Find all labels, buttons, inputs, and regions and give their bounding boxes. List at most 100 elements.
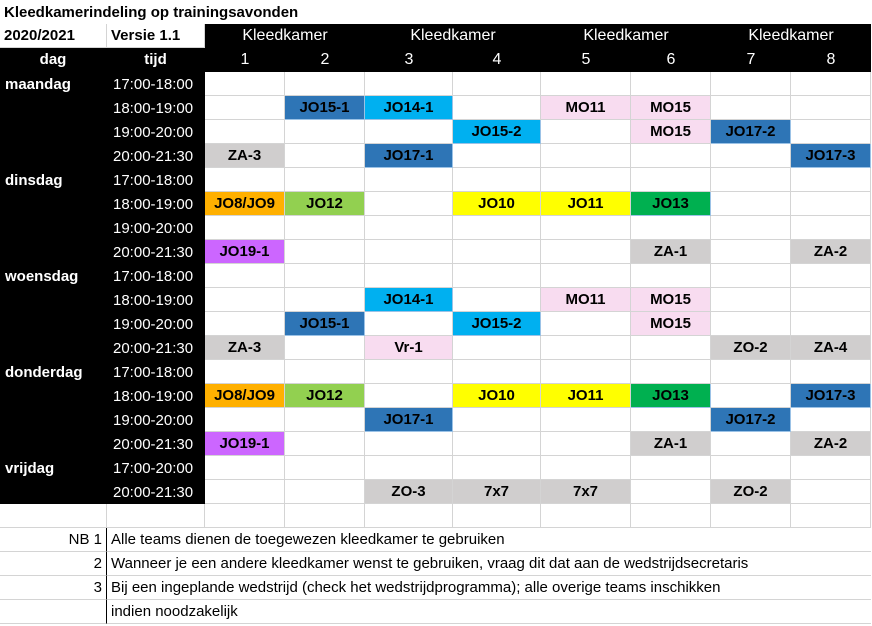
schedule-cell[interactable] (205, 72, 285, 96)
schedule-cell[interactable] (205, 216, 285, 240)
schedule-cell[interactable]: ZA-4 (791, 336, 871, 360)
schedule-cell[interactable] (453, 432, 541, 456)
schedule-cell[interactable] (285, 288, 365, 312)
schedule-cell[interactable] (285, 240, 365, 264)
schedule-cell[interactable]: ZA-3 (205, 144, 285, 168)
schedule-cell[interactable]: ZO-2 (711, 480, 791, 504)
schedule-cell[interactable] (205, 312, 285, 336)
season-cell[interactable]: 2020/2021 (0, 24, 107, 48)
schedule-cell[interactable] (365, 192, 453, 216)
schedule-cell[interactable]: ZO-3 (365, 480, 453, 504)
schedule-cell[interactable] (791, 264, 871, 288)
schedule-cell[interactable] (541, 72, 631, 96)
schedule-cell[interactable]: JO11 (541, 192, 631, 216)
schedule-cell[interactable] (453, 408, 541, 432)
schedule-cell[interactable] (711, 192, 791, 216)
schedule-cell[interactable]: JO19-1 (205, 240, 285, 264)
schedule-cell[interactable] (285, 336, 365, 360)
schedule-cell[interactable] (365, 240, 453, 264)
schedule-cell[interactable]: ZA-2 (791, 240, 871, 264)
schedule-cell[interactable]: JO14-1 (365, 288, 453, 312)
schedule-cell[interactable] (205, 120, 285, 144)
schedule-cell[interactable] (791, 288, 871, 312)
schedule-cell[interactable] (205, 480, 285, 504)
empty-cell[interactable] (541, 504, 631, 528)
schedule-cell[interactable] (791, 360, 871, 384)
schedule-cell[interactable] (365, 216, 453, 240)
schedule-cell[interactable] (631, 336, 711, 360)
schedule-cell[interactable] (285, 432, 365, 456)
schedule-cell[interactable] (711, 216, 791, 240)
schedule-cell[interactable] (791, 408, 871, 432)
schedule-cell[interactable] (791, 480, 871, 504)
schedule-cell[interactable]: MO11 (541, 96, 631, 120)
version-cell[interactable]: Versie 1.1 (107, 24, 205, 48)
schedule-cell[interactable] (365, 312, 453, 336)
schedule-cell[interactable]: MO15 (631, 312, 711, 336)
schedule-cell[interactable] (541, 360, 631, 384)
schedule-cell[interactable] (205, 408, 285, 432)
schedule-cell[interactable] (365, 432, 453, 456)
schedule-cell[interactable] (791, 456, 871, 480)
schedule-cell[interactable]: JO17-2 (711, 408, 791, 432)
schedule-cell[interactable] (791, 168, 871, 192)
schedule-cell[interactable] (791, 96, 871, 120)
schedule-cell[interactable] (365, 168, 453, 192)
schedule-cell[interactable] (791, 120, 871, 144)
schedule-cell[interactable] (711, 456, 791, 480)
schedule-cell[interactable] (541, 240, 631, 264)
schedule-cell[interactable] (791, 72, 871, 96)
schedule-cell[interactable] (365, 72, 453, 96)
schedule-cell[interactable] (711, 432, 791, 456)
schedule-cell[interactable]: Vr-1 (365, 336, 453, 360)
schedule-cell[interactable] (365, 360, 453, 384)
schedule-cell[interactable]: JO15-2 (453, 312, 541, 336)
schedule-cell[interactable]: JO12 (285, 192, 365, 216)
schedule-cell[interactable] (205, 288, 285, 312)
schedule-cell[interactable] (365, 264, 453, 288)
schedule-cell[interactable] (285, 168, 365, 192)
schedule-cell[interactable] (631, 360, 711, 384)
schedule-cell[interactable] (205, 360, 285, 384)
schedule-cell[interactable]: ZO-2 (711, 336, 791, 360)
schedule-cell[interactable] (711, 72, 791, 96)
schedule-cell[interactable] (541, 168, 631, 192)
empty-cell[interactable] (365, 504, 453, 528)
schedule-cell[interactable] (631, 456, 711, 480)
schedule-cell[interactable]: JO15-1 (285, 312, 365, 336)
schedule-cell[interactable] (205, 264, 285, 288)
schedule-cell[interactable] (453, 216, 541, 240)
schedule-cell[interactable]: JO17-2 (711, 120, 791, 144)
schedule-cell[interactable]: MO15 (631, 120, 711, 144)
empty-cell[interactable] (107, 504, 205, 528)
schedule-cell[interactable] (711, 240, 791, 264)
schedule-cell[interactable] (453, 456, 541, 480)
schedule-cell[interactable]: JO17-1 (365, 408, 453, 432)
schedule-cell[interactable]: JO11 (541, 384, 631, 408)
schedule-cell[interactable] (711, 288, 791, 312)
schedule-cell[interactable] (631, 216, 711, 240)
schedule-cell[interactable]: 7x7 (541, 480, 631, 504)
schedule-cell[interactable] (631, 480, 711, 504)
empty-cell[interactable] (711, 504, 791, 528)
schedule-cell[interactable]: MO15 (631, 288, 711, 312)
schedule-cell[interactable] (205, 96, 285, 120)
schedule-cell[interactable]: JO17-3 (791, 144, 871, 168)
schedule-cell[interactable] (285, 456, 365, 480)
schedule-cell[interactable] (711, 168, 791, 192)
schedule-cell[interactable]: JO17-3 (791, 384, 871, 408)
schedule-cell[interactable] (453, 264, 541, 288)
schedule-cell[interactable] (285, 264, 365, 288)
schedule-cell[interactable] (631, 408, 711, 432)
schedule-cell[interactable]: JO8/JO9 (205, 384, 285, 408)
schedule-cell[interactable] (285, 72, 365, 96)
schedule-cell[interactable] (453, 336, 541, 360)
schedule-cell[interactable] (541, 408, 631, 432)
schedule-cell[interactable]: JO13 (631, 384, 711, 408)
schedule-cell[interactable] (365, 120, 453, 144)
empty-cell[interactable] (205, 504, 285, 528)
schedule-cell[interactable] (285, 360, 365, 384)
schedule-cell[interactable]: JO10 (453, 192, 541, 216)
schedule-cell[interactable] (541, 336, 631, 360)
schedule-cell[interactable] (631, 72, 711, 96)
